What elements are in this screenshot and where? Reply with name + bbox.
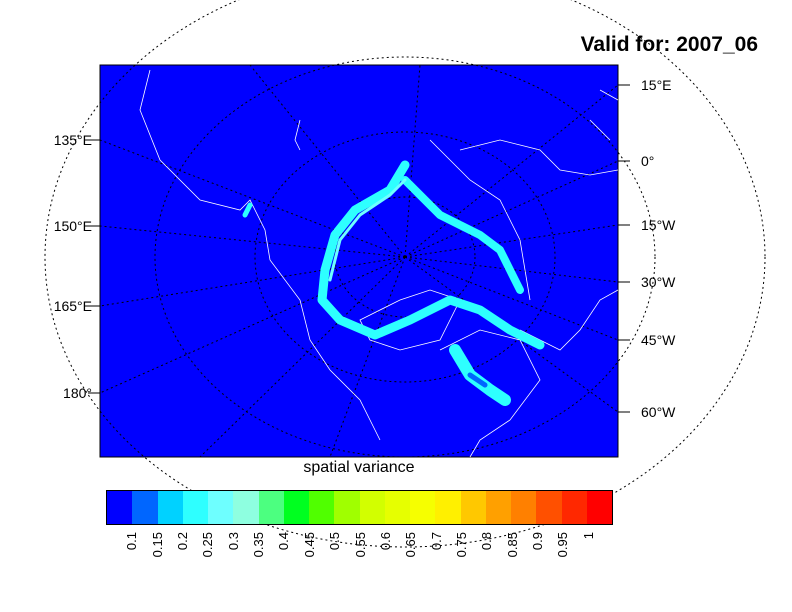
lon-label: 45°W (641, 332, 676, 348)
colorbar-box (511, 491, 537, 524)
lon-label: 150°E (53, 218, 92, 234)
colorbar-box (460, 491, 486, 524)
axis-ticks (88, 84, 630, 413)
lon-label: 15°W (641, 217, 676, 233)
colorbar-box (384, 491, 410, 524)
colorbar-box (182, 491, 208, 524)
lon-label: 15°E (641, 77, 672, 93)
map-frame (99, 64, 619, 458)
lon-label: 30°W (641, 274, 676, 290)
colorbar-label: 0.8 (479, 532, 495, 551)
colorbar-box (283, 491, 309, 524)
colorbar-box (410, 491, 436, 524)
colorbar-box (435, 491, 461, 524)
colorbar-label: 1 (580, 532, 596, 540)
colorbar-box (309, 491, 335, 524)
colorbar-box (233, 491, 259, 524)
colorbar-label: 0.2 (175, 532, 191, 551)
colorbar-label: 0.9 (529, 532, 545, 551)
colorbar-label: 0.25 (200, 532, 216, 558)
colorbar-label: 0.15 (149, 532, 165, 558)
colorbar-label: 0.75 (453, 532, 469, 558)
colorbar-label: 0.95 (555, 532, 571, 558)
lon-label: 165°E (53, 298, 92, 314)
plot-title: Valid for: 2007_06 (580, 33, 758, 56)
colorbar-label: 0.45 (301, 532, 317, 558)
variance-band (242, 160, 545, 406)
colorbar-label: 0.85 (504, 532, 520, 558)
colorbar-box (132, 491, 158, 524)
colorbar-box (359, 491, 385, 524)
colorbar-box (258, 491, 284, 524)
lon-label: 60°W (641, 404, 676, 420)
colorbar-box (536, 491, 562, 524)
lon-label: 180° (63, 385, 92, 401)
colorbar-box (485, 491, 511, 524)
colorbar-label: 0.4 (276, 532, 292, 551)
colorbar-label: 0.55 (352, 532, 368, 558)
colorbar-label: 0.5 (327, 532, 343, 551)
lon-label: 135°E (53, 132, 92, 148)
colorbar (106, 490, 613, 525)
colorbar-label: 0.6 (377, 532, 393, 551)
colorbar-box (157, 491, 183, 524)
colorbar-label: 0.35 (251, 532, 267, 558)
colorbar-label: 0.65 (403, 532, 419, 558)
colorbar-title: spatial variance (303, 459, 415, 476)
colorbar-box (107, 491, 133, 524)
colorbar-label: 0.7 (428, 532, 444, 551)
coastlines (139, 69, 619, 458)
colorbar-box (561, 491, 587, 524)
colorbar-label: 0.3 (225, 532, 241, 551)
colorbar-label: 0.1 (124, 532, 140, 551)
colorbar-box (586, 491, 612, 524)
lon-label: 0° (641, 153, 655, 169)
colorbar-box (208, 491, 234, 524)
colorbar-box (334, 491, 360, 524)
